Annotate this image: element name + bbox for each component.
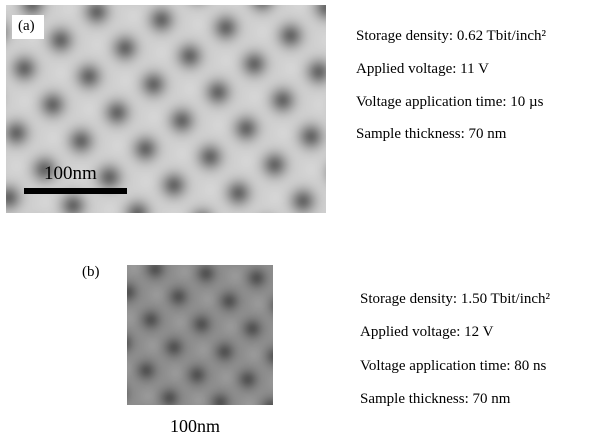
info-line: Sample thickness: 70 nm xyxy=(356,126,506,143)
image-a xyxy=(0,0,360,240)
panel-label: (b) xyxy=(82,264,100,281)
info-line: Sample thickness: 70 nm xyxy=(360,391,510,408)
image-b xyxy=(110,250,290,425)
info-line: Storage density: 0.62 Tbit/inch² xyxy=(356,28,546,45)
info-line: Storage density: 1.50 Tbit/inch² xyxy=(360,291,550,308)
info-line: Applied voltage: 11 V xyxy=(356,61,489,78)
panel-label: (a) xyxy=(18,18,35,35)
figure: (a) 100nm Storage density: 0.62 Tbit/inc… xyxy=(0,0,605,439)
info-line: Voltage application time: 10 µs xyxy=(356,94,544,111)
scale-label: 100nm xyxy=(44,163,97,185)
info-line: Voltage application time: 80 ns xyxy=(360,358,546,375)
info-line: Applied voltage: 12 V xyxy=(360,324,493,341)
scale-bar xyxy=(24,188,127,194)
scale-label: 100nm xyxy=(170,416,220,437)
